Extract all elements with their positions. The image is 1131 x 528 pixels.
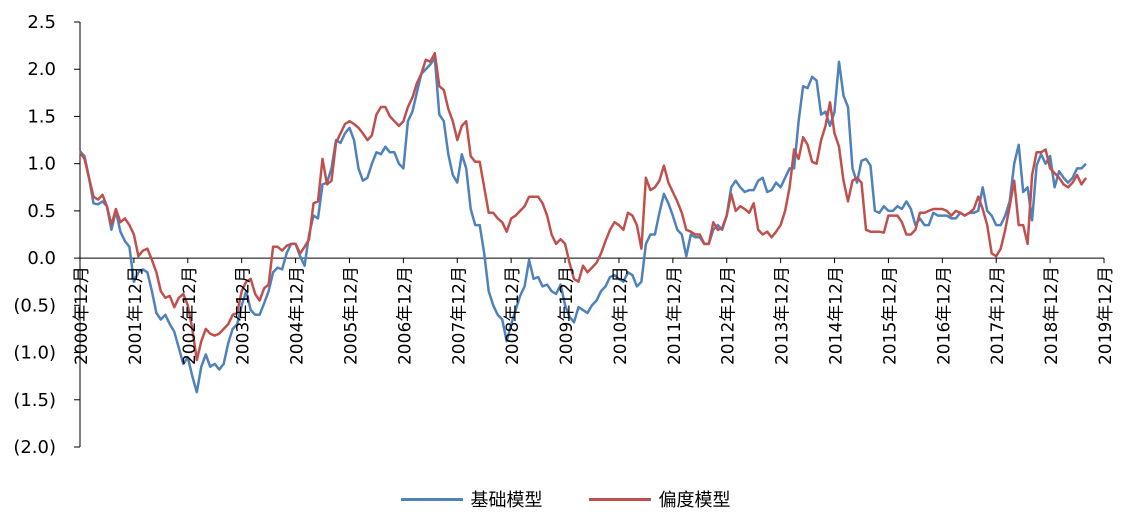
x-tick-label: 2010年12月 [611,266,631,365]
x-tick-label: 2008年12月 [503,266,523,365]
y-axis: 2.5 2.0 1.5 1.0 0.5 0.0 (0.5) (1.0) (1.5) (2.0) [13,12,81,458]
x-tick-label: 2014年12月 [827,266,847,365]
y-tick-label: 1.5 [27,106,56,127]
legend-label-series-1: 基础模型 [470,490,543,511]
series-line-2 [78,51,1088,362]
x-tick-label: 2006年12月 [395,266,415,365]
x-tick-label: 2001年12月 [126,266,146,365]
y-tick-label: 2.0 [27,59,56,80]
series-layer [78,51,1088,394]
y-tick-label: 0.5 [27,201,56,222]
y-tick-label: (0.5) [13,295,56,316]
x-tick-label: 2012年12月 [719,266,739,365]
line-chart: 2.5 2.0 1.5 1.0 0.5 0.0 (0.5) (1.0) (1.5) (2.0) 2… [13,12,1116,458]
legend-label-series-2: 偏度模型 [658,490,731,511]
x-tick-label: 2013年12月 [773,266,793,365]
x-tick-label: 2016年12月 [934,266,954,365]
y-tick-label: (1.5) [13,390,56,411]
x-tick-label: 2005年12月 [342,266,362,365]
x-tick-label: 2003年12月 [234,266,254,365]
x-tick-label: 2017年12月 [988,266,1008,365]
legend: 基础模型 偏度模型 [0,486,1131,512]
x-tick-label: 2009年12月 [557,266,577,365]
y-tick-label: (2.0) [13,437,56,458]
x-tick-label: 2019年12月 [1096,266,1116,365]
x-tick-label: 2015年12月 [880,266,900,365]
x-axis [79,257,1105,264]
x-tick-label: 2004年12月 [288,266,308,365]
legend-swatch-series-1 [400,497,463,501]
x-tick-label: 2002年12月 [180,266,200,365]
y-tick-label: 1.0 [27,154,56,175]
x-tick-labels: 2000年12月 2001年12月 2002年12月 2003年12月 2004年12月… [72,266,1116,365]
x-tick-label: 2007年12月 [449,266,469,365]
x-tick-label: 2018年12月 [1042,266,1062,365]
x-tick-label: 2000年12月 [72,266,92,365]
y-tick-label: 2.5 [27,12,56,33]
x-tick-label: 2011年12月 [665,266,685,365]
y-tick-label: (1.0) [13,343,56,364]
legend-item-series-2: 偏度模型 [588,486,731,512]
legend-swatch-series-2 [588,497,651,501]
legend-item-series-1: 基础模型 [400,486,543,512]
y-tick-label: 0.0 [27,248,56,269]
